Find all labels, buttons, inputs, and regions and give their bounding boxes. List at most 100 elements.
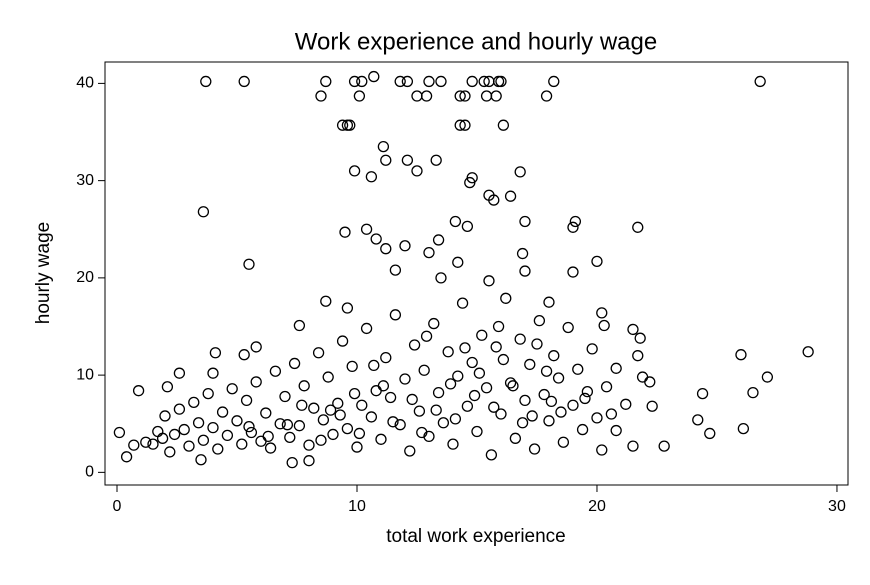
- x-tick-label: 0: [113, 498, 122, 515]
- point: [404, 445, 416, 457]
- x-tick-label: 10: [348, 498, 366, 515]
- point: [567, 266, 579, 278]
- point: [327, 428, 339, 441]
- point: [435, 272, 447, 284]
- y-axis-label: hourly wage: [33, 222, 54, 324]
- point: [423, 75, 435, 88]
- point: [704, 427, 716, 440]
- point: [437, 417, 450, 429]
- point: [293, 319, 306, 332]
- point: [173, 367, 186, 379]
- point: [348, 165, 361, 177]
- point: [245, 426, 258, 439]
- point: [168, 428, 181, 441]
- point: [200, 75, 212, 88]
- point: [353, 90, 366, 102]
- point: [636, 371, 649, 383]
- point: [173, 403, 186, 415]
- point: [368, 359, 380, 372]
- point: [504, 190, 517, 202]
- point: [221, 429, 234, 442]
- y-tick-label: 30: [76, 172, 94, 189]
- x-tick-label: 20: [588, 498, 606, 515]
- point: [269, 365, 282, 377]
- point: [380, 154, 392, 166]
- point: [401, 75, 414, 88]
- point: [348, 387, 361, 400]
- point: [507, 380, 519, 392]
- point: [442, 346, 454, 358]
- point: [483, 275, 495, 287]
- point: [476, 329, 488, 341]
- point: [552, 372, 565, 384]
- point: [303, 455, 315, 467]
- point: [543, 415, 555, 427]
- point: [480, 382, 493, 394]
- point: [147, 438, 159, 450]
- point: [264, 442, 277, 454]
- point: [646, 400, 658, 412]
- point: [360, 223, 373, 235]
- point: [548, 75, 560, 88]
- point: [514, 166, 526, 178]
- point: [389, 309, 402, 321]
- point: [288, 357, 301, 370]
- point: [281, 419, 294, 431]
- point: [562, 321, 574, 334]
- y-tick-label: 20: [76, 269, 94, 286]
- point: [303, 439, 315, 451]
- point: [293, 420, 306, 432]
- point: [567, 399, 579, 411]
- point: [420, 90, 433, 102]
- point: [411, 165, 423, 177]
- point: [260, 407, 272, 419]
- point: [336, 335, 349, 347]
- point: [113, 426, 126, 439]
- point: [485, 449, 498, 461]
- y-tick-label: 10: [76, 366, 94, 383]
- point: [243, 421, 255, 433]
- point: [632, 221, 644, 233]
- point: [459, 119, 471, 131]
- point: [406, 393, 418, 406]
- point: [399, 240, 411, 252]
- point: [317, 414, 330, 426]
- point: [557, 436, 570, 448]
- point: [500, 292, 512, 304]
- point: [464, 176, 476, 189]
- point: [384, 391, 397, 404]
- point: [620, 398, 632, 410]
- point: [495, 408, 507, 420]
- point: [423, 246, 435, 259]
- point: [579, 392, 591, 405]
- point: [243, 258, 255, 270]
- point: [528, 443, 541, 455]
- point: [454, 119, 466, 131]
- point: [461, 220, 474, 232]
- point: [413, 405, 426, 417]
- point: [519, 394, 531, 407]
- point: [322, 371, 334, 383]
- point: [576, 423, 589, 436]
- point: [178, 423, 190, 436]
- point: [610, 362, 622, 374]
- chart-title: Work experience and hourly wage: [295, 28, 657, 55]
- point: [471, 425, 483, 438]
- point: [598, 319, 610, 332]
- point: [516, 247, 529, 260]
- point: [238, 75, 250, 88]
- point: [315, 90, 327, 102]
- point: [747, 386, 759, 399]
- point: [262, 430, 274, 443]
- point: [209, 347, 222, 359]
- point: [341, 302, 354, 314]
- point: [207, 421, 219, 434]
- point: [627, 323, 639, 336]
- point: [567, 221, 579, 233]
- point: [456, 297, 469, 309]
- point: [274, 418, 286, 430]
- point: [216, 406, 229, 418]
- point: [226, 383, 238, 395]
- point: [197, 434, 210, 446]
